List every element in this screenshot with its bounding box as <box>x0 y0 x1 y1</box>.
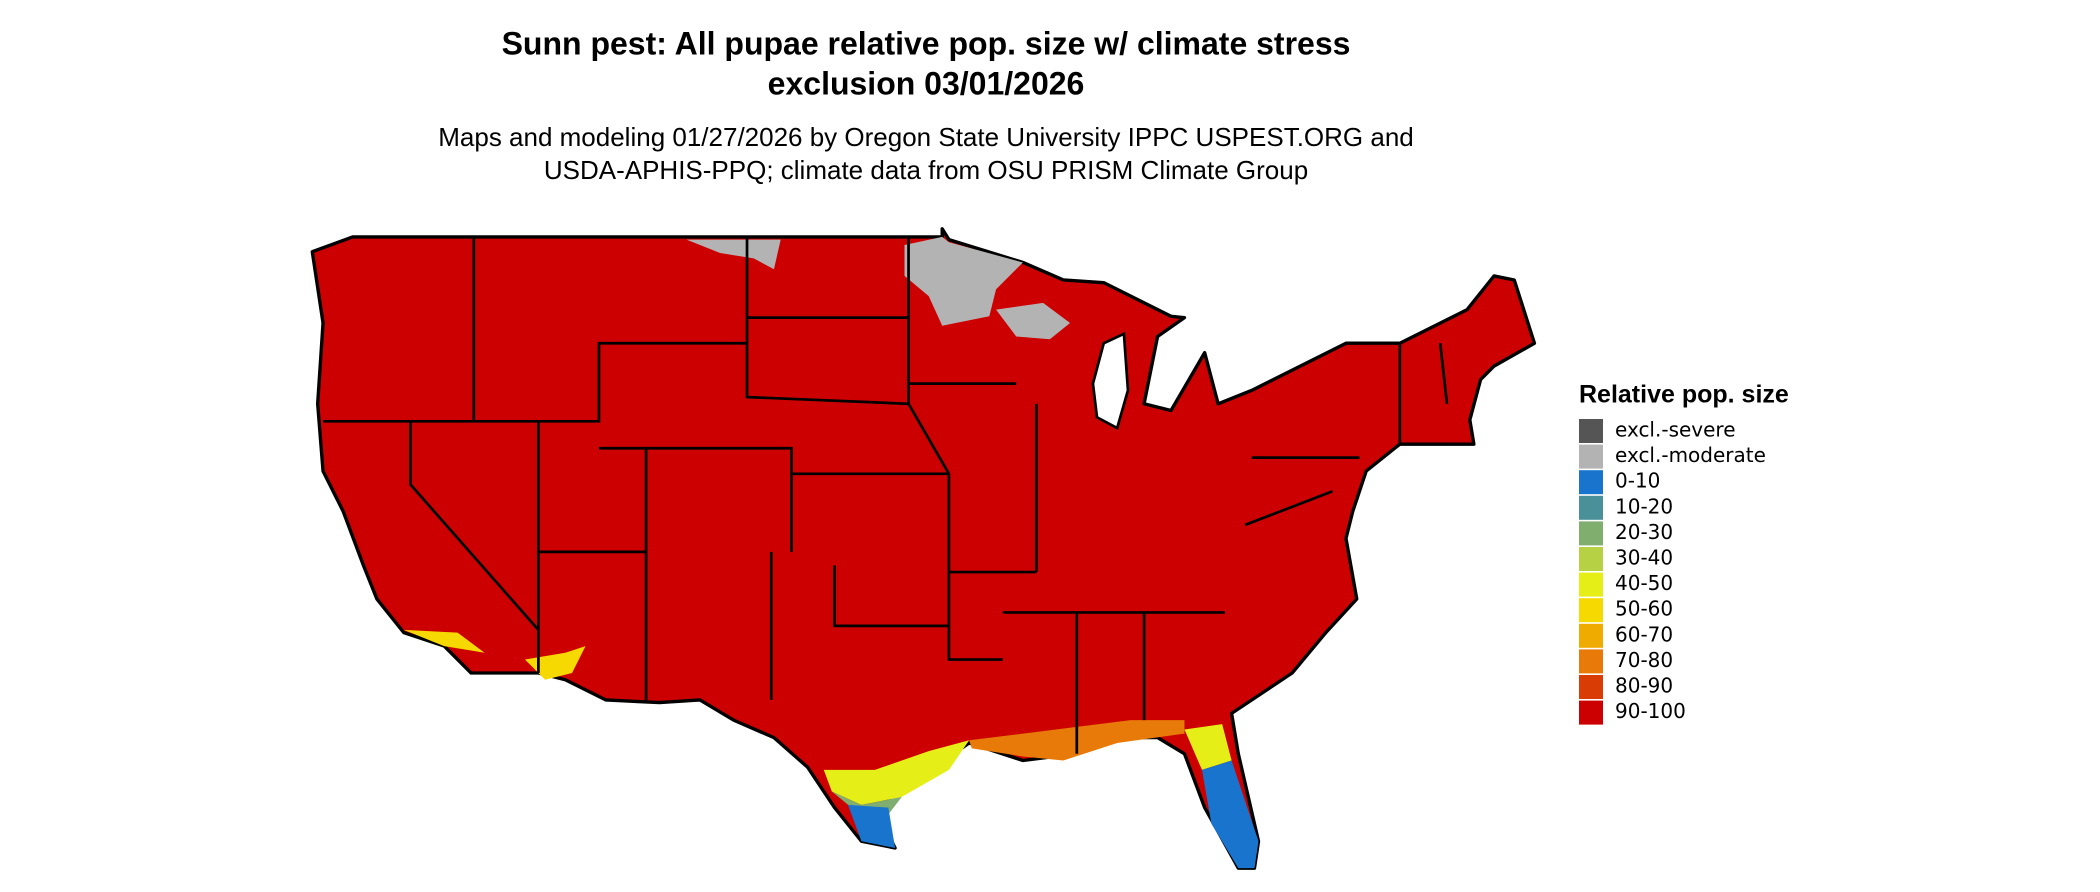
state-borders <box>323 236 1449 754</box>
legend-label: 10-20 <box>1615 494 1673 518</box>
legend-label: 50-60 <box>1615 597 1673 621</box>
texas-blue <box>847 804 896 848</box>
florida-lower <box>1201 760 1259 869</box>
texas-yellow <box>823 740 970 805</box>
legend-swatch <box>1579 572 1603 597</box>
legend-swatch <box>1579 700 1603 725</box>
legend-label: 30-40 <box>1615 546 1673 570</box>
legend-swatch <box>1579 675 1603 699</box>
subtitle: USDA-APHIS-PPQ; climate data from OSU PR… <box>544 155 1308 185</box>
subtitle: Maps and modeling 01/27/2026 by Oregon S… <box>438 122 1414 152</box>
legend: Relative pop. size excl.-severeexcl.-mod… <box>1579 381 1789 725</box>
map <box>310 227 1537 870</box>
legend-swatch <box>1579 623 1603 648</box>
legend-label: 60-70 <box>1615 622 1673 646</box>
title: Sunn pest: All pupae relative pop. size … <box>502 25 1351 61</box>
excl-moderate-area <box>686 236 1071 340</box>
legend-swatch <box>1579 598 1603 623</box>
legend-swatch <box>1579 521 1603 546</box>
lake-michigan <box>1091 331 1130 430</box>
legend-label: excl.-severe <box>1615 418 1736 442</box>
legend-label: 20-30 <box>1615 520 1673 544</box>
legend-label: 70-80 <box>1615 648 1673 672</box>
title: exclusion 03/01/2026 <box>768 65 1085 101</box>
legend-label: 40-50 <box>1615 571 1673 595</box>
legend-title: Relative pop. size <box>1579 381 1789 409</box>
arizona-yellow <box>403 629 586 680</box>
legend-label: 0-10 <box>1615 469 1660 493</box>
legend-label: 90-100 <box>1615 699 1686 723</box>
legend-swatch <box>1579 547 1603 571</box>
legend-label: excl.-moderate <box>1615 443 1766 467</box>
legend-swatch <box>1579 649 1603 674</box>
us-outline <box>310 227 1537 870</box>
legend-swatch <box>1579 495 1603 520</box>
legend-swatch <box>1579 419 1603 443</box>
legend-label: 80-90 <box>1615 674 1673 698</box>
florida-upper <box>1184 724 1232 770</box>
legend-swatch <box>1579 444 1603 469</box>
legend-swatch <box>1579 470 1603 495</box>
